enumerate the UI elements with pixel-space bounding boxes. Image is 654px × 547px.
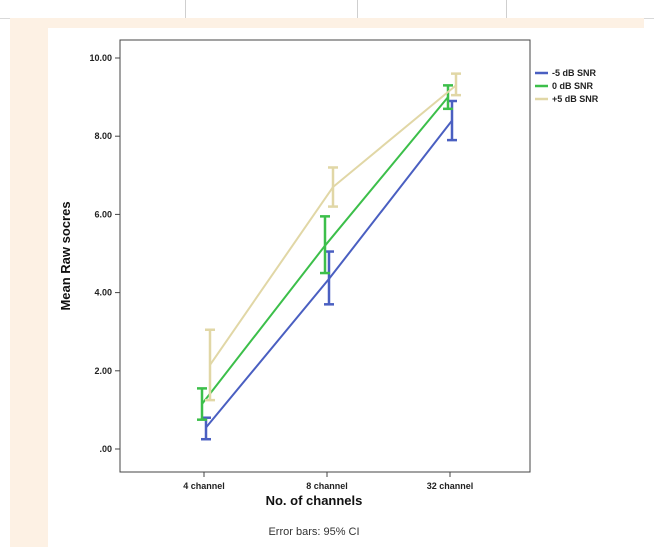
table-cell-divider [357,0,358,18]
x-tick-label: 8 channel [306,481,348,491]
table-edge [0,0,654,19]
y-tick-label: 2.00 [94,366,112,376]
y-tick-label: 6.00 [94,209,112,219]
x-axis-title: No. of channels [266,493,363,508]
y-tick-label: 8.00 [94,131,112,141]
table-cell-divider [185,0,186,18]
series-layer [197,72,461,441]
x-axis: 4 channel 8 channel 32 channel [183,472,473,491]
y-tick-label: 10.00 [89,53,112,63]
y-tick-label: .00 [99,444,112,454]
legend-label: 0 dB SNR [552,81,594,91]
legend-label: +5 dB SNR [552,94,599,104]
y-axis-title: Mean Raw socres [58,201,73,310]
chart-background [48,28,644,547]
legend-label: -5 dB SNR [552,68,597,78]
chart-figure: .00 2.00 4.00 6.00 8.00 10.00 4 channel 8 chan… [48,28,644,547]
legend: -5 dB SNR 0 dB SNR +5 dB SNR [535,68,599,104]
line-chart: .00 2.00 4.00 6.00 8.00 10.00 4 channel 8 chan… [48,28,644,547]
x-tick-label: 32 channel [427,481,474,491]
table-cell-divider [506,0,507,18]
plot-frame [119,39,531,473]
error-bars-note: Error bars: 95% CI [268,526,359,538]
x-tick-label: 4 channel [183,481,225,491]
series-1 [197,84,453,421]
figure-panel: .00 2.00 4.00 6.00 8.00 10.00 4 channel 8 chan… [10,18,644,547]
y-axis: .00 2.00 4.00 6.00 8.00 10.00 [89,53,120,454]
y-tick-label: 4.00 [94,288,112,298]
series-2 [205,72,461,402]
